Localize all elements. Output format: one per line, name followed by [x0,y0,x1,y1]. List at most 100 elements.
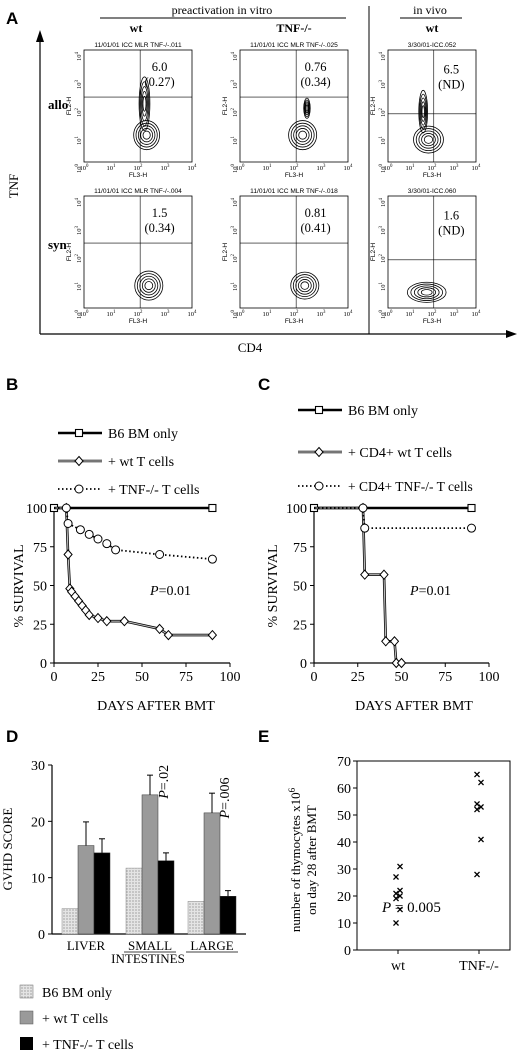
flow-y-tick-label: 100 [379,163,387,173]
flow-x-tick-label: 100 [80,164,90,172]
panel-e-ylabel-main: number of thymocytes x10 [288,792,303,932]
panel-d-sublabel: INTESTINES [111,951,185,966]
flow-x-tick-label: 101 [107,310,117,318]
survival-marker-c-2 [379,569,389,580]
panel-b: B B6 BM only + wt T cells + TNF-/- T cel… [6,375,241,714]
flow-y-tick-label: 101 [379,135,387,145]
flow-y-tick-label: 100 [379,309,387,319]
flow-x-tick-label: 100 [80,310,90,318]
flow-plot-value: 6.0 [152,60,168,74]
survival-marker-c-3 [360,523,370,533]
contour-ring [139,81,150,127]
panel-a-ylabel: TNF [6,174,21,199]
e-plot-frame [356,760,511,951]
flow-y-tick-label: 104 [379,197,387,207]
panel-letter-b: B [6,375,18,394]
d-category-label-small: SMALL [128,938,172,953]
contour-ring [144,281,154,291]
flow-x-tick-label: 104 [188,310,198,318]
panel-letter-c: C [258,375,270,394]
flow-x-tick-label: 100 [384,310,394,318]
flow-plot-frame [83,195,193,309]
legend-b-text-2: + wt T cells [108,455,174,470]
flow-y-axis-title: FL2-H [222,97,229,116]
contour-ring [140,86,149,122]
flow-x-tick-label: 104 [344,164,354,172]
flow-plot-frame [83,49,193,163]
e-data-point: × [396,859,403,873]
y-tick-label-c: 25 [293,618,307,633]
contour-ring [295,276,315,295]
flow-plot-file-label: 11/01/01 ICC MLR TNF-/-.011 [94,42,182,49]
flow-x-axis-title: FL3-H [285,318,304,325]
panel-c-xlabel: DAYS AFTER BMT [355,699,473,714]
survival-marker-b-2 [154,623,165,635]
panel-e-ylabel-sup: 6 [287,787,297,792]
column-label-wt-vivo: wt [426,21,439,35]
survival-marker-b-3 [63,519,73,528]
flow-x-tick-label: 102 [134,310,144,318]
flow-y-tick-label: 103 [379,225,387,235]
e-data-point: × [477,832,484,846]
legend-d-swatch-2 [19,1010,34,1025]
flow-plot-4: 11/01/01 ICC MLR TNF-/-.0041.5(0.34)1001… [66,188,197,325]
flow-x-tick-label: 104 [344,310,354,318]
legend-d-text-3: + TNF-/- T cells [42,1038,134,1053]
survival-marker-c-3 [467,523,476,533]
bar-large-3 [219,896,237,935]
e-data-point: × [392,870,399,884]
contour-ring [305,103,309,114]
y-tick-label-c: 100 [286,502,307,517]
group-label-in-vivo: in vivo [413,3,447,17]
legend-c-text-3: + CD4+ TNF-/- T cells [348,479,473,494]
flow-y-tick-label: 102 [75,107,83,117]
flow-y-axis-title: FL2-H [370,97,377,116]
e-data-point: × [392,892,399,906]
flow-x-tick-label: 102 [290,310,300,318]
panel-b-p-number: =0.01 [159,584,191,599]
flow-x-tick-label: 103 [317,164,327,172]
panel-b-p-letter: P [149,584,159,599]
column-label-tnf: TNF-/- [276,21,311,35]
group-label-in-vitro: preactivation in vitro [172,3,273,17]
panel-d: D GVHD SCORE 0 10 20 30 LIVER SMALL LARGE P=.02… [0,727,246,1053]
x-tick-label-b: 100 [220,670,241,685]
flow-y-tick-label: 104 [231,51,239,61]
d-y-tick-label: 30 [31,759,45,774]
bar-large-2 [203,812,221,935]
contour-ring [423,135,434,144]
flow-y-tick-label: 100 [231,309,239,319]
panel-e-p-letter: P [381,900,391,916]
e-y-tick-label: 60 [337,782,351,797]
bar-large-1 [187,901,205,935]
legend-c-text-1: B6 BM only [348,404,418,419]
contour-ring [142,130,151,140]
e-y-tick-label: 50 [337,809,351,824]
e-y-tick-label: 30 [337,863,351,878]
survival-marker-b-2 [163,629,174,641]
flow-y-axis-title: FL2-H [222,243,229,262]
survival-marker-b-1 [208,503,217,513]
contour-ring [292,274,317,298]
flow-plot-paren-value: (0.34) [144,221,174,235]
flow-plot-frame [387,49,477,163]
flow-plot-value: 0.76 [305,60,327,74]
flow-y-tick-label: 102 [231,107,239,117]
survival-marker-b-3 [155,550,165,559]
e-y-tick-label: 0 [344,944,351,959]
contour-ring [136,273,161,298]
survival-marker-c-2 [389,636,400,647]
e-data-point: × [473,867,480,881]
y-tick-label-b: 100 [26,502,47,517]
survival-marker-c-1 [467,503,476,513]
flow-x-tick-label: 104 [188,164,198,172]
survival-marker-c-3 [358,503,368,513]
bar-liver-2 [77,845,95,935]
survival-marker-b-2 [102,615,112,627]
flow-x-tick-label: 103 [317,310,327,318]
survival-marker-b-3 [93,534,103,544]
contour-ring [413,285,440,300]
